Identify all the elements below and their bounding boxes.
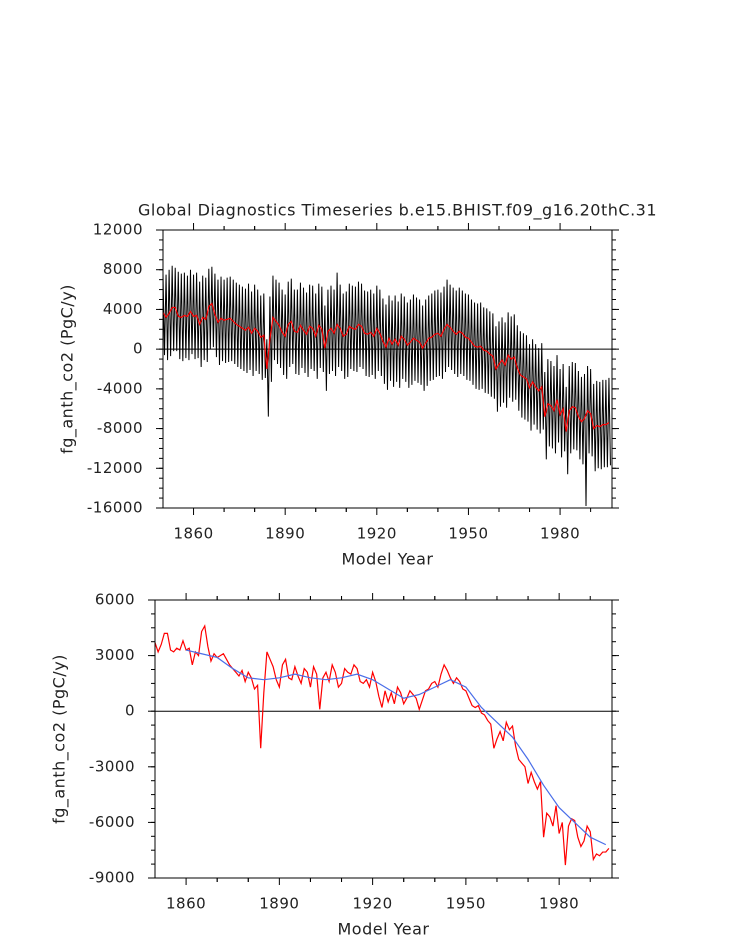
x-tick-label: 1950 bbox=[448, 525, 488, 543]
x-tick-label: 1920 bbox=[357, 525, 397, 543]
data-line bbox=[185, 649, 607, 846]
x-tick-label: 1890 bbox=[265, 525, 305, 543]
y-tick-label: 12000 bbox=[93, 221, 143, 239]
y-tick-label: -4000 bbox=[97, 379, 143, 397]
y-tick-label: -16000 bbox=[87, 499, 143, 517]
x-tick-label: 1980 bbox=[539, 895, 579, 913]
y-tick-label: -3000 bbox=[89, 757, 135, 775]
x-tick-label: 1950 bbox=[446, 895, 486, 913]
data-line bbox=[162, 302, 610, 432]
x-axis-label: Model Year bbox=[342, 550, 434, 569]
y-axis-label: fg_anth_co2 (PgC/y) bbox=[58, 284, 78, 454]
y-tick-label: 3000 bbox=[95, 646, 135, 664]
y-tick-label: 8000 bbox=[103, 260, 143, 278]
x-axis-label: Model Year bbox=[338, 920, 430, 939]
y-tick-label: -9000 bbox=[89, 869, 135, 887]
y-tick-label: -12000 bbox=[87, 459, 143, 477]
y-axis-label: fg_anth_co2 (PgC/y) bbox=[50, 654, 70, 824]
y-tick-label: 0 bbox=[133, 340, 143, 358]
y-tick-label: 6000 bbox=[95, 591, 135, 609]
chart-title: Global Diagnostics Timeseries b.e15.BHIS… bbox=[138, 201, 657, 221]
y-tick-label: -8000 bbox=[97, 419, 143, 437]
plot-frame bbox=[154, 599, 613, 879]
data-line bbox=[154, 624, 610, 866]
data-band-line bbox=[162, 265, 611, 507]
x-tick-label: 1860 bbox=[173, 525, 213, 543]
y-tick-label: 4000 bbox=[103, 300, 143, 318]
x-tick-label: 1980 bbox=[540, 525, 580, 543]
x-tick-label: 1890 bbox=[259, 895, 299, 913]
x-tick-label: 1860 bbox=[166, 895, 206, 913]
x-tick-label: 1920 bbox=[353, 895, 393, 913]
y-tick-label: 0 bbox=[125, 702, 135, 720]
y-tick-label: -6000 bbox=[89, 813, 135, 831]
plot-frame bbox=[162, 229, 613, 509]
